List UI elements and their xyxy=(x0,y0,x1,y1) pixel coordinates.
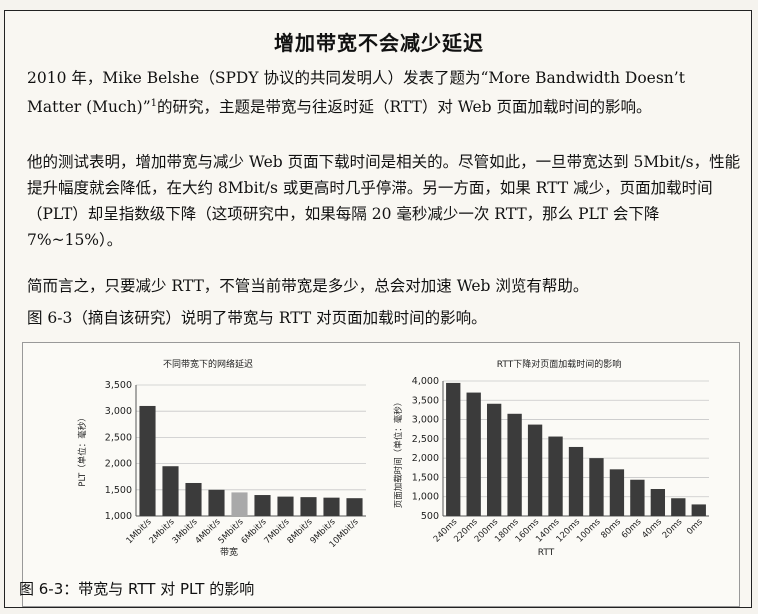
rtt-bar xyxy=(650,489,666,516)
rtt-x-tick-label: 100ms xyxy=(575,517,603,545)
paragraph-intro: 2010 年，Mike Belshe（SPDY 协议的共同发明人）发表了题为“M… xyxy=(27,65,743,120)
paragraph-summary: 简而言之，只要减少 RTT，不管当前带宽是多少，总会对加速 Web 浏览有帮助。 xyxy=(27,277,589,295)
chart-rtt-plot: 5001,0001,5002,0002,5003,0003,5004,00024… xyxy=(412,376,709,545)
rtt-x-tick-label: 80ms xyxy=(599,517,623,541)
rtt-y-tick-label: 4,000 xyxy=(412,376,439,387)
chart-bandwidth-x-axis-label: 带宽 xyxy=(220,546,238,558)
rtt-bar xyxy=(609,469,625,516)
paragraph-figure-reference: 图 6-3（摘自该研究）说明了带宽与 RTT 对页面加载时间的影响。 xyxy=(27,309,487,327)
rtt-y-tick-label: 3,500 xyxy=(412,395,439,406)
bandwidth-y-tick-label: 2,500 xyxy=(105,432,132,443)
rtt-x-tick-label: 20ms xyxy=(661,517,685,541)
figure-panel: 不同带宽下的网络延迟 PLT（单位：毫秒） 带宽 1,000 1,500 2,000… xyxy=(22,342,740,607)
rtt-bar xyxy=(527,424,543,516)
bandwidth-y-tick-label: 1,500 xyxy=(105,485,132,496)
bandwidth-bar xyxy=(185,482,202,516)
paragraph-intro-rest: 的研究，主题是带宽与往返时延（RTT）对 Web 页面加载时间的影响。 xyxy=(157,98,652,117)
sidebar-title: 增加带宽不会减少延迟 xyxy=(274,31,484,55)
bandwidth-bar xyxy=(323,497,340,516)
sidebar-box: 增加带宽不会减少延迟 2010 年，Mike Belshe（SPDY 协议的共同… xyxy=(4,10,752,608)
bandwidth-y-tick-label: 3,500 xyxy=(105,380,132,391)
rtt-bar xyxy=(589,458,604,516)
bandwidth-bar xyxy=(277,496,294,516)
footnote-mark: 1 xyxy=(150,98,157,109)
paragraph-intro-text: 2010 年，Mike Belshe（SPDY 协议的共同发明人）发表了题为“M… xyxy=(27,69,685,117)
bandwidth-y-tick-label: 1,000 xyxy=(105,511,132,522)
bandwidth-bar xyxy=(300,497,317,516)
bandwidth-y-tick-label: 3,000 xyxy=(105,406,132,417)
bandwidth-bar xyxy=(231,492,248,516)
rtt-bar xyxy=(691,504,706,516)
rtt-y-tick-label: 2,000 xyxy=(412,453,439,464)
rtt-bar xyxy=(507,413,522,516)
chart-bandwidth-title: 不同带宽下的网络延迟 xyxy=(163,358,253,370)
chart-rtt-y-axis-label: 页面加载时间（单位：毫秒） xyxy=(393,398,404,509)
paragraph-findings: 他的测试表明，增加带宽与减少 Web 页面下载时间是相关的。尽管如此，一旦带宽达… xyxy=(27,153,741,249)
bandwidth-bar xyxy=(346,498,363,516)
rtt-bar xyxy=(486,403,502,516)
figure-caption: 图 6-3：带宽与 RTT 对 PLT 的影响 xyxy=(19,580,255,598)
rtt-y-tick-label: 500 xyxy=(421,511,439,522)
rtt-bar xyxy=(548,436,563,516)
rtt-x-tick-label: 40ms xyxy=(640,517,664,541)
figure-charts: 不同带宽下的网络延迟 PLT（单位：毫秒） 带宽 1,000 1,500 2,000… xyxy=(77,358,709,558)
rtt-bar xyxy=(466,392,481,516)
rtt-y-tick-label: 2,500 xyxy=(412,434,439,445)
chart-bandwidth-plot: 1,0001,5002,0002,5003,0003,5001Mbit/s2Mb… xyxy=(105,380,366,550)
chart-rtt-title: RTT下降对页面加载时间的影响 xyxy=(497,358,621,370)
bandwidth-bar xyxy=(208,489,225,516)
rtt-x-tick-label: 60ms xyxy=(620,517,644,541)
rtt-bar xyxy=(630,479,645,516)
rtt-bar xyxy=(671,498,686,516)
rtt-y-tick-label: 1,000 xyxy=(412,492,439,503)
bandwidth-bar xyxy=(139,405,156,516)
rtt-bar xyxy=(446,382,461,516)
bandwidth-bar xyxy=(162,466,179,516)
chart-bandwidth-y-axis-label: PLT（单位：毫秒） xyxy=(77,413,88,486)
bandwidth-y-tick-label: 2,000 xyxy=(105,459,132,470)
rtt-y-tick-label: 3,000 xyxy=(412,415,439,426)
rtt-y-tick-label: 1,500 xyxy=(412,472,439,483)
bandwidth-bar xyxy=(254,495,271,516)
chart-rtt-x-axis-label: RTT xyxy=(538,548,555,558)
rtt-bar xyxy=(568,446,584,516)
rtt-x-tick-label: 0ms xyxy=(685,517,705,537)
